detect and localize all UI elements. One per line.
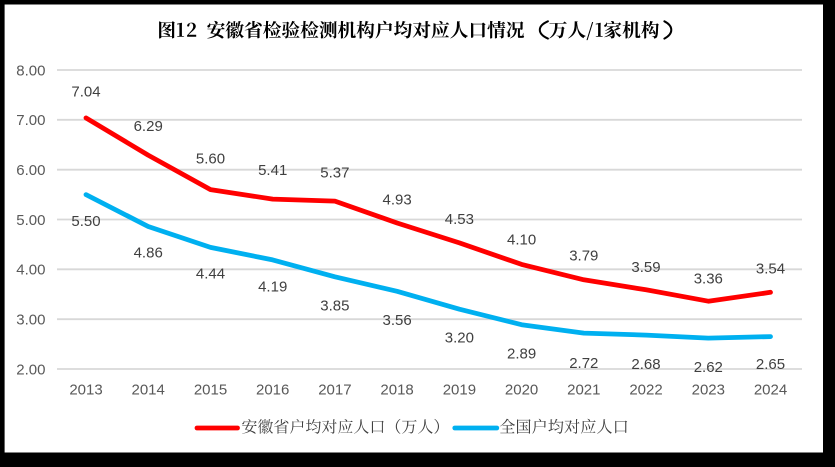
- svg-text:5.60: 5.60: [196, 151, 225, 168]
- svg-text:2.62: 2.62: [694, 359, 723, 376]
- svg-text:4.93: 4.93: [382, 191, 411, 208]
- svg-text:5.50: 5.50: [71, 213, 100, 230]
- svg-text:2013: 2013: [69, 382, 102, 399]
- svg-text:4.53: 4.53: [445, 211, 474, 228]
- svg-text:3.20: 3.20: [445, 329, 474, 346]
- svg-text:4.19: 4.19: [258, 279, 287, 296]
- svg-text:2024: 2024: [754, 382, 787, 399]
- svg-text:7.00: 7.00: [16, 112, 45, 129]
- svg-text:4.86: 4.86: [134, 245, 163, 262]
- svg-text:2023: 2023: [692, 382, 725, 399]
- svg-text:3.85: 3.85: [320, 297, 349, 314]
- svg-text:2016: 2016: [256, 382, 289, 399]
- svg-text:4.44: 4.44: [196, 266, 225, 283]
- svg-text:3.79: 3.79: [569, 247, 598, 264]
- svg-text:2021: 2021: [567, 382, 600, 399]
- svg-text:8.00: 8.00: [16, 62, 45, 79]
- svg-text:2.72: 2.72: [569, 355, 598, 372]
- svg-text:2015: 2015: [194, 382, 227, 399]
- svg-text:2.68: 2.68: [631, 356, 660, 373]
- svg-text:5.37: 5.37: [320, 164, 349, 181]
- svg-text:2014: 2014: [132, 382, 165, 399]
- svg-text:5.41: 5.41: [258, 162, 287, 179]
- svg-text:2.89: 2.89: [507, 345, 536, 362]
- svg-text:6.00: 6.00: [16, 162, 45, 179]
- svg-text:3.00: 3.00: [16, 312, 45, 329]
- svg-text:2020: 2020: [505, 382, 538, 399]
- svg-text:2019: 2019: [443, 382, 476, 399]
- svg-text:3.36: 3.36: [694, 270, 723, 287]
- svg-text:5.00: 5.00: [16, 212, 45, 229]
- svg-text:3.54: 3.54: [756, 260, 785, 277]
- svg-text:2017: 2017: [318, 382, 351, 399]
- svg-text:3.59: 3.59: [631, 259, 660, 276]
- svg-text:3.56: 3.56: [382, 312, 411, 329]
- svg-text:4.00: 4.00: [16, 262, 45, 279]
- svg-text:2.00: 2.00: [16, 361, 45, 378]
- svg-text:2018: 2018: [380, 382, 413, 399]
- svg-text:2.65: 2.65: [756, 356, 785, 373]
- svg-text:7.04: 7.04: [71, 84, 100, 101]
- svg-text:2022: 2022: [629, 382, 662, 399]
- svg-text:4.10: 4.10: [507, 231, 536, 248]
- svg-text:6.29: 6.29: [134, 118, 163, 135]
